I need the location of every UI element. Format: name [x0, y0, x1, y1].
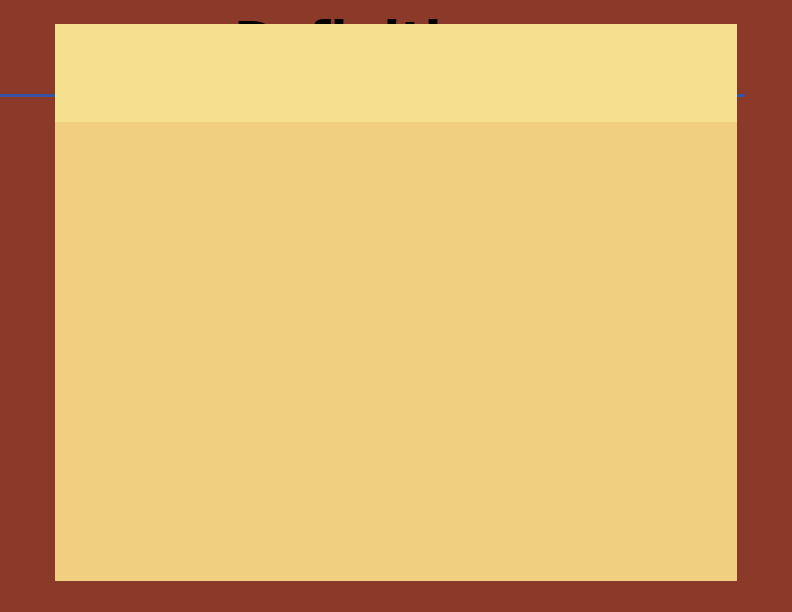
- Text: Definition: Definition: [233, 19, 512, 67]
- Text: Outside: Outside: [510, 337, 529, 422]
- Text: An acronym that summarizes a
rule for multiplying binomials:
First, Outside, Ins: An acronym that summarizes a rule for mu…: [261, 122, 574, 190]
- Text: Inside: Inside: [588, 346, 607, 412]
- Text: First: First: [402, 354, 421, 405]
- Text: FOIL
Method: FOIL Method: [74, 129, 151, 171]
- Text: $(ax+b)(cx+d) = acx^2 + adx + bcx + bd$: $(ax+b)(cx+d) = acx^2 + adx + bcx + bd$: [70, 297, 674, 334]
- Text: Last: Last: [666, 356, 685, 403]
